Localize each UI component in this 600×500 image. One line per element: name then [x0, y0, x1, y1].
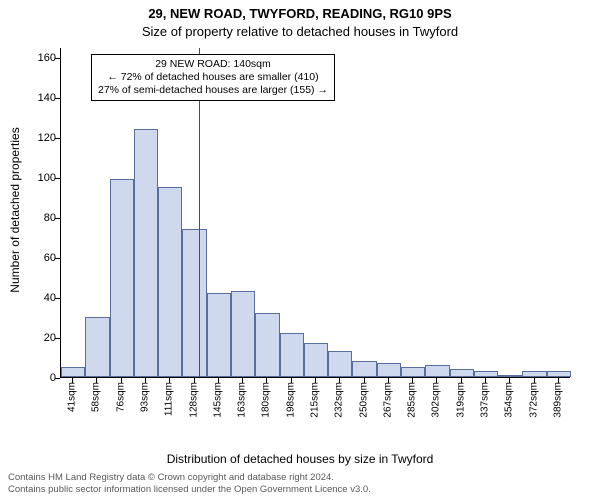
histogram-bar — [522, 371, 546, 377]
y-tick-label: 160 — [16, 52, 56, 64]
annotation-box: 29 NEW ROAD: 140sqm ← 72% of detached ho… — [91, 54, 335, 101]
histogram-bar — [85, 317, 109, 377]
histogram-bar — [231, 291, 255, 377]
y-axis-label: Number of detached properties — [8, 127, 22, 292]
y-tick-label: 0 — [16, 372, 56, 384]
x-tick-mark — [364, 378, 365, 383]
y-tick-mark — [55, 98, 60, 99]
histogram-bar — [207, 293, 231, 377]
x-tick-label: 145sqm — [212, 382, 223, 418]
x-tick-label: 319sqm — [455, 382, 466, 418]
annotation-line-2: ← 72% of detached houses are smaller (41… — [98, 71, 328, 84]
x-tick-label: 198sqm — [285, 382, 296, 418]
x-tick-mark — [315, 378, 316, 383]
histogram-bar — [110, 179, 134, 377]
chart-area: 29 NEW ROAD: 140sqm ← 72% of detached ho… — [60, 48, 570, 410]
histogram-bar — [377, 363, 401, 377]
x-tick-mark — [121, 378, 122, 383]
x-tick-label: 337sqm — [480, 382, 491, 418]
x-tick-mark — [169, 378, 170, 383]
x-tick-mark — [558, 378, 559, 383]
footer-attribution: Contains HM Land Registry data © Crown c… — [8, 472, 371, 496]
x-tick-label: 111sqm — [164, 382, 175, 416]
x-tick-label: 267sqm — [382, 382, 393, 418]
histogram-bar — [352, 361, 376, 377]
histogram-bar — [498, 375, 522, 377]
y-tick-mark — [55, 338, 60, 339]
y-tick-label: 100 — [16, 172, 56, 184]
x-tick-label: 215sqm — [310, 382, 321, 418]
y-tick-label: 80 — [16, 212, 56, 224]
x-tick-mark — [509, 378, 510, 383]
x-tick-mark — [218, 378, 219, 383]
x-tick-mark — [145, 378, 146, 383]
x-tick-label: 93sqm — [140, 382, 151, 412]
y-tick-label: 20 — [16, 332, 56, 344]
x-tick-mark — [485, 378, 486, 383]
x-tick-mark — [194, 378, 195, 383]
histogram-bar — [61, 367, 85, 377]
histogram-bar — [182, 229, 206, 377]
y-tick-mark — [55, 218, 60, 219]
x-tick-mark — [72, 378, 73, 383]
plot-area: 29 NEW ROAD: 140sqm ← 72% of detached ho… — [60, 48, 570, 378]
annotation-line-1: 29 NEW ROAD: 140sqm — [98, 58, 328, 71]
x-tick-mark — [266, 378, 267, 383]
y-tick-mark — [55, 298, 60, 299]
x-tick-label: 372sqm — [528, 382, 539, 418]
y-tick-label: 140 — [16, 92, 56, 104]
x-tick-mark — [339, 378, 340, 383]
histogram-bar — [304, 343, 328, 377]
x-tick-mark — [242, 378, 243, 383]
x-tick-mark — [388, 378, 389, 383]
histogram-bar — [450, 369, 474, 377]
x-tick-label: 285sqm — [407, 382, 418, 418]
x-tick-label: 302sqm — [431, 382, 442, 418]
x-tick-mark — [436, 378, 437, 383]
x-tick-mark — [412, 378, 413, 383]
histogram-bar — [474, 371, 498, 377]
y-tick-mark — [55, 138, 60, 139]
x-tick-label: 232sqm — [334, 382, 345, 418]
chart-title-sub: Size of property relative to detached ho… — [0, 22, 600, 39]
histogram-bar — [255, 313, 279, 377]
x-tick-label: 180sqm — [261, 382, 272, 418]
y-tick-mark — [55, 378, 60, 379]
histogram-bar — [425, 365, 449, 377]
x-tick-label: 76sqm — [115, 382, 126, 412]
x-tick-mark — [534, 378, 535, 383]
x-tick-mark — [291, 378, 292, 383]
y-tick-mark — [55, 178, 60, 179]
histogram-bar — [158, 187, 182, 377]
footer-line-1: Contains HM Land Registry data © Crown c… — [8, 472, 371, 484]
x-tick-label: 41sqm — [67, 382, 78, 412]
x-tick-label: 58sqm — [91, 382, 102, 412]
x-tick-label: 389sqm — [552, 382, 563, 418]
x-tick-label: 354sqm — [504, 382, 515, 418]
x-tick-mark — [461, 378, 462, 383]
y-tick-label: 120 — [16, 132, 56, 144]
chart-title-main: 29, NEW ROAD, TWYFORD, READING, RG10 9PS — [0, 0, 600, 22]
histogram-bar — [547, 371, 571, 377]
x-tick-label: 128sqm — [188, 382, 199, 418]
x-tick-label: 250sqm — [358, 382, 369, 418]
x-axis-label: Distribution of detached houses by size … — [0, 452, 600, 466]
histogram-bar — [328, 351, 352, 377]
y-tick-mark — [55, 58, 60, 59]
x-tick-label: 163sqm — [237, 382, 248, 418]
footer-line-2: Contains public sector information licen… — [8, 484, 371, 496]
y-tick-label: 40 — [16, 292, 56, 304]
histogram-bar — [280, 333, 304, 377]
annotation-line-3: 27% of semi-detached houses are larger (… — [98, 84, 328, 97]
y-tick-label: 60 — [16, 252, 56, 264]
y-tick-mark — [55, 258, 60, 259]
histogram-bar — [134, 129, 158, 377]
histogram-bar — [401, 367, 425, 377]
x-tick-mark — [96, 378, 97, 383]
